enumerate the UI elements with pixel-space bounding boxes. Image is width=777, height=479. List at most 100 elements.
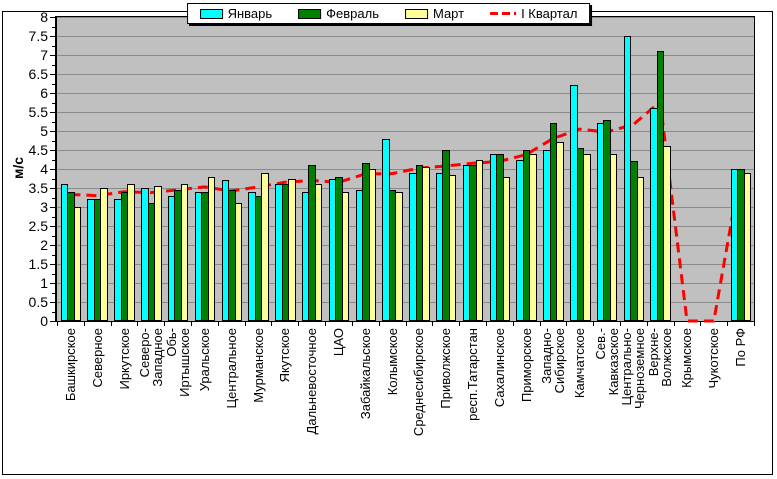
y-axis-tick xyxy=(52,102,56,104)
x-axis-tick xyxy=(164,321,165,326)
legend-item-Март[interactable]: Март xyxy=(404,6,464,21)
y-axis-tick xyxy=(50,112,56,113)
x-category-label: Западно- Сибирское xyxy=(538,328,567,394)
y-axis-tick-label: 0 xyxy=(40,313,48,329)
x-category-label: Приморское xyxy=(518,328,534,403)
y-axis-tick-label: 3.5 xyxy=(28,180,48,196)
color-swatch-Март xyxy=(404,8,428,19)
y-axis-tick-label: 6.5 xyxy=(28,66,48,82)
color-swatch-Январь xyxy=(199,8,223,19)
y-axis-tick xyxy=(50,55,56,56)
y-axis-tick xyxy=(52,83,56,85)
bar-Март-12 xyxy=(368,169,377,321)
bar-Март-7 xyxy=(234,203,242,321)
y-axis-tick xyxy=(50,302,56,303)
y-axis-tick-label: 2 xyxy=(40,237,48,253)
y-axis-tick xyxy=(50,321,56,322)
x-category-label: Забайкальское xyxy=(357,328,373,420)
x-category-label: Чукотское xyxy=(706,328,722,389)
y-axis-tick xyxy=(52,235,56,237)
bar-Март-20 xyxy=(583,153,591,321)
gridline xyxy=(57,74,754,75)
y-axis-tick xyxy=(50,264,56,265)
x-category-label: ЦАО xyxy=(330,328,346,357)
x-axis-tick xyxy=(57,321,58,326)
bar-Март-23 xyxy=(663,146,671,321)
y-axis-tick xyxy=(52,273,56,275)
x-category-label: Крымское xyxy=(679,328,695,388)
x-axis-tick xyxy=(513,321,514,326)
x-category-label: Северное xyxy=(89,328,105,388)
x-axis-tick xyxy=(111,321,112,326)
x-axis-tick xyxy=(700,321,701,326)
y-axis-tick xyxy=(50,17,56,18)
y-axis-tick-label: 4 xyxy=(40,161,48,177)
y-axis-tick xyxy=(52,64,56,66)
bar-Март-13 xyxy=(395,191,403,321)
y-axis-tick xyxy=(52,216,56,218)
bar-Март-3 xyxy=(127,184,135,321)
x-category-label: Сахалинское xyxy=(491,328,507,408)
gridline xyxy=(57,93,754,94)
bar-Март-6 xyxy=(207,176,216,321)
y-axis-tick xyxy=(52,292,56,294)
y-axis-tick-label: 6 xyxy=(40,85,48,101)
y-axis-tick xyxy=(52,178,56,180)
y-axis-tick xyxy=(50,188,56,189)
x-axis-tick xyxy=(379,321,380,326)
y-axis-tick xyxy=(52,45,56,47)
x-category-label: Камчатское xyxy=(572,328,588,399)
y-axis-tick xyxy=(50,131,56,132)
x-category-label: По РФ xyxy=(733,328,749,367)
x-category-label: Иркутское xyxy=(116,328,132,390)
y-axis-tick-label: 5.5 xyxy=(28,104,48,120)
y-axis-tick-label: 8 xyxy=(40,9,48,25)
legend-label: Январь xyxy=(227,6,273,21)
x-axis-tick xyxy=(674,321,675,326)
y-axis-tick-label: 7 xyxy=(40,47,48,63)
y-axis-tick-label: 1 xyxy=(40,275,48,291)
legend-label: Февраль xyxy=(326,6,379,21)
x-axis-tick xyxy=(191,321,192,326)
x-category-label: Мурманское xyxy=(250,328,266,403)
y-axis-tick xyxy=(52,26,56,28)
y-axis-tick-label: 0.5 xyxy=(28,294,48,310)
legend-item-Январь[interactable]: Январь xyxy=(199,6,273,21)
legend: Январь Февраль Март I Квартал xyxy=(186,3,591,24)
bar-Март-11 xyxy=(341,191,350,321)
legend-label: I Квартал xyxy=(521,6,578,21)
y-axis-tick xyxy=(50,207,56,208)
x-axis-tick xyxy=(84,321,85,326)
x-category-label: респ.Татарстан xyxy=(465,328,481,421)
x-category-label: Верхне- Волжское xyxy=(646,328,675,387)
x-axis-tick xyxy=(432,321,433,326)
legend-item-Февраль[interactable]: Февраль xyxy=(298,6,379,21)
y-axis-tick xyxy=(52,140,56,142)
legend-item-I Квартал[interactable]: I Квартал xyxy=(490,6,577,21)
x-category-label: Среднесибирское xyxy=(411,328,427,437)
y-axis-tick xyxy=(50,283,56,284)
x-axis-tick xyxy=(727,321,728,326)
y-axis-tick-label: 1.5 xyxy=(28,256,48,272)
x-axis-tick xyxy=(754,321,755,326)
y-axis-tick xyxy=(52,159,56,161)
x-category-label: Сев.- Кавказское xyxy=(592,328,621,396)
x-category-label: Башкирское xyxy=(62,328,78,402)
color-swatch-Февраль xyxy=(298,8,322,19)
x-category-label: Северо- Западное xyxy=(136,328,165,387)
x-axis-tick xyxy=(352,321,353,326)
x-axis-tick xyxy=(486,321,487,326)
x-axis-tick xyxy=(593,321,594,326)
x-axis-tick xyxy=(459,321,460,326)
y-axis-tick xyxy=(50,74,56,75)
y-axis-tick-label: 5 xyxy=(40,123,48,139)
x-axis-tick xyxy=(540,321,541,326)
bar-Март-15 xyxy=(448,174,457,321)
y-axis-tick xyxy=(52,121,56,123)
bar-Март-14 xyxy=(422,167,430,321)
y-axis-tick xyxy=(50,245,56,246)
x-axis-tick xyxy=(245,321,246,326)
bar-Март-5 xyxy=(180,184,189,321)
y-axis-tick-label: 4.5 xyxy=(28,142,48,158)
x-axis-tick xyxy=(271,321,272,326)
